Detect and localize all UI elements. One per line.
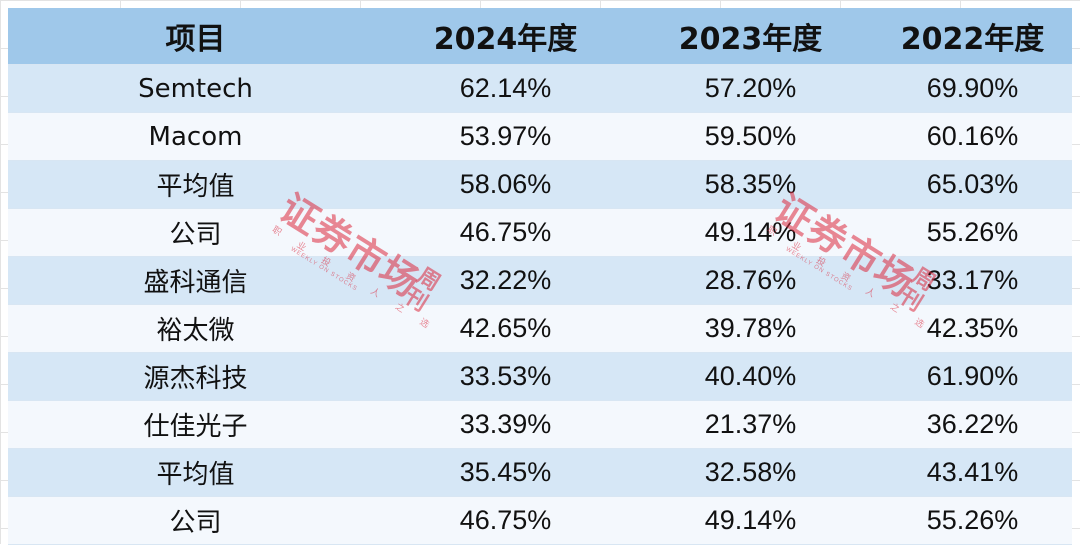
row-label: 裕太微 <box>8 304 383 353</box>
cell-2023: 32.58% <box>628 448 873 497</box>
cell-2024: 35.45% <box>383 448 628 497</box>
cell-2022: 42.35% <box>873 304 1072 353</box>
cell-2023: 28.76% <box>628 256 873 305</box>
row-label: Semtech <box>8 64 383 113</box>
cell-2023: 59.50% <box>628 112 873 161</box>
table-row: 平均值 58.06% 58.35% 65.03% <box>8 160 1072 209</box>
cell-2022: 69.90% <box>873 64 1072 113</box>
table-row: Semtech 62.14% 57.20% 69.90% <box>8 64 1072 113</box>
row-label: 公司 <box>8 208 383 257</box>
cell-2022: 65.03% <box>873 160 1072 209</box>
cell-2022: 61.90% <box>873 352 1072 401</box>
cell-2023: 21.37% <box>628 400 873 449</box>
row-label: 仕佳光子 <box>8 400 383 449</box>
table-row: 公司 46.75% 49.14% 55.26% <box>8 208 1072 257</box>
cell-2023: 49.14% <box>628 496 873 545</box>
cell-2024: 33.53% <box>383 352 628 401</box>
row-label: Macom <box>8 112 383 161</box>
header-2022: 2022年度 <box>873 8 1072 65</box>
cell-2022: 43.41% <box>873 448 1072 497</box>
cell-2023: 49.14% <box>628 208 873 257</box>
header-2023: 2023年度 <box>628 8 873 65</box>
cell-2024: 32.22% <box>383 256 628 305</box>
cell-2022: 33.17% <box>873 256 1072 305</box>
cell-2024: 46.75% <box>383 208 628 257</box>
cell-2022: 36.22% <box>873 400 1072 449</box>
row-label: 源杰科技 <box>8 352 383 401</box>
header-item: 项目 <box>8 8 383 65</box>
table-header-row: 项目 2024年度 2023年度 2022年度 <box>8 8 1072 65</box>
cell-2022: 60.16% <box>873 112 1072 161</box>
table-row: Macom 53.97% 59.50% 60.16% <box>8 112 1072 161</box>
cell-2023: 40.40% <box>628 352 873 401</box>
row-label: 盛科通信 <box>8 256 383 305</box>
cell-2024: 42.65% <box>383 304 628 353</box>
cell-2022: 55.26% <box>873 208 1072 257</box>
cell-2023: 39.78% <box>628 304 873 353</box>
cell-2024: 46.75% <box>383 496 628 545</box>
row-label: 公司 <box>8 496 383 545</box>
cell-2024: 53.97% <box>383 112 628 161</box>
table-row: 公司 46.75% 49.14% 55.26% <box>8 496 1072 545</box>
table-row: 裕太微 42.65% 39.78% 42.35% <box>8 304 1072 353</box>
row-label: 平均值 <box>8 160 383 209</box>
row-label: 平均值 <box>8 448 383 497</box>
table-row: 源杰科技 33.53% 40.40% 61.90% <box>8 352 1072 401</box>
cell-2024: 58.06% <box>383 160 628 209</box>
cell-2024: 33.39% <box>383 400 628 449</box>
header-2024: 2024年度 <box>383 8 628 65</box>
cell-2022: 55.26% <box>873 496 1072 545</box>
cell-2023: 58.35% <box>628 160 873 209</box>
gross-margin-comparison-table: 项目 2024年度 2023年度 2022年度 Semtech 62.14% 5… <box>8 8 1072 545</box>
table-row: 平均值 35.45% 32.58% 43.41% <box>8 448 1072 497</box>
table-row: 仕佳光子 33.39% 21.37% 36.22% <box>8 400 1072 449</box>
cell-2024: 62.14% <box>383 64 628 113</box>
cell-2023: 57.20% <box>628 64 873 113</box>
table-row: 盛科通信 32.22% 28.76% 33.17% <box>8 256 1072 305</box>
